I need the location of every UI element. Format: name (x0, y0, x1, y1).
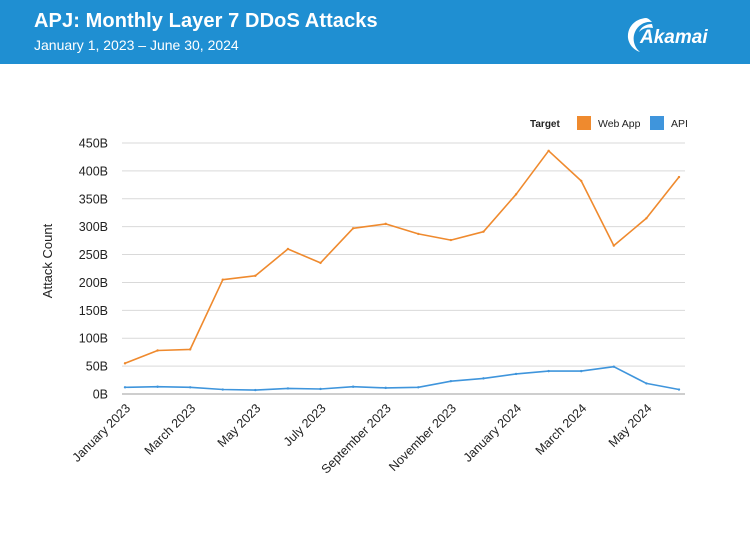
data-point-web-app (482, 230, 485, 233)
data-point-api (319, 387, 322, 391)
y-tick-label: 150B (79, 304, 108, 318)
header-banner: APJ: Monthly Layer 7 DDoS Attacks Januar… (0, 0, 750, 64)
legend-label-api: API (671, 118, 688, 130)
data-point-api (449, 379, 453, 383)
data-point-web-app (580, 179, 583, 183)
x-tick-label: November 2023 (386, 401, 459, 474)
data-point-api (612, 365, 616, 368)
data-point-web-app (645, 217, 648, 220)
y-tick-label: 200B (79, 276, 108, 290)
page-subtitle: January 1, 2023 – June 30, 2024 (34, 37, 239, 53)
data-point-api (254, 388, 257, 392)
x-tick-label: July 2023 (281, 401, 329, 449)
page-title: APJ: Monthly Layer 7 DDoS Attacks (34, 10, 378, 32)
data-point-api (123, 386, 127, 389)
data-point-api (645, 382, 648, 385)
y-tick-label: 450B (79, 137, 108, 151)
data-point-web-app (417, 232, 420, 236)
data-point-web-app (319, 261, 322, 265)
y-tick-label: 300B (79, 220, 108, 234)
y-axis-label: Attack Count (40, 223, 55, 298)
legend: Target Web App API (530, 116, 688, 130)
data-point-web-app (286, 247, 290, 251)
data-point-api (580, 369, 583, 373)
x-tick-label: September 2023 (319, 401, 394, 476)
data-point-web-app (514, 193, 518, 196)
data-point-api (188, 386, 192, 389)
x-tick-label: January 2024 (461, 401, 524, 464)
logo-text: Akamai (640, 27, 708, 48)
data-point-api (514, 372, 518, 376)
series-line-api (124, 365, 680, 391)
legend-swatch-api (650, 116, 664, 130)
data-point-web-app (123, 362, 127, 365)
data-point-api (547, 369, 550, 373)
data-point-api (482, 377, 485, 380)
legend-label-web-app: Web App (598, 118, 641, 130)
data-point-web-app (677, 175, 681, 179)
data-point-web-app (449, 238, 453, 242)
data-point-api (384, 386, 387, 390)
akamai-logo: Akamai (622, 14, 734, 54)
x-tick-label: January 2023 (70, 401, 133, 464)
data-point-api (351, 385, 355, 388)
series-lines (123, 149, 681, 392)
x-axis-ticks: January 2023 March 2023 May 2023 July 2023S… (70, 401, 655, 476)
data-point-web-app (254, 274, 257, 277)
data-point-web-app (384, 222, 387, 226)
y-tick-label: 100B (79, 332, 108, 346)
y-tick-label: 250B (79, 248, 108, 262)
akamai-swoosh-icon (627, 18, 653, 52)
data-point-web-app (221, 278, 224, 281)
data-point-api (221, 388, 224, 391)
y-tick-label: 0B (93, 388, 108, 402)
line-chart: 0B 50B 100B 150B 200B 250B 300B 350B 400B 450B Ja… (40, 116, 688, 476)
data-point-api (677, 388, 681, 391)
legend-swatch-web-app (577, 116, 591, 130)
chart-area: 0B 50B 100B 150B 200B 250B 300B 350B 400B 450B Ja… (0, 64, 750, 542)
series-line-web-app (124, 150, 680, 365)
x-tick-label: May 2024 (606, 401, 655, 450)
data-point-web-app (156, 349, 159, 352)
y-tick-label: 400B (79, 164, 108, 178)
y-tick-label: 50B (86, 360, 108, 374)
data-point-web-app (612, 244, 616, 247)
data-point-web-app (547, 149, 550, 153)
x-tick-label: May 2023 (215, 401, 264, 450)
data-point-api (156, 385, 159, 388)
y-axis-ticks: 0B 50B 100B 150B 200B 250B 300B 350B 400B 450B (79, 137, 108, 402)
x-tick-label: March 2023 (142, 401, 199, 458)
data-point-web-app (351, 227, 355, 230)
y-tick-label: 350B (79, 192, 108, 206)
x-tick-label: March 2024 (533, 401, 590, 458)
data-point-api (286, 387, 290, 390)
grid-lines (122, 142, 685, 395)
legend-title: Target (530, 119, 560, 130)
data-point-web-app (188, 348, 192, 351)
data-point-api (417, 386, 420, 389)
